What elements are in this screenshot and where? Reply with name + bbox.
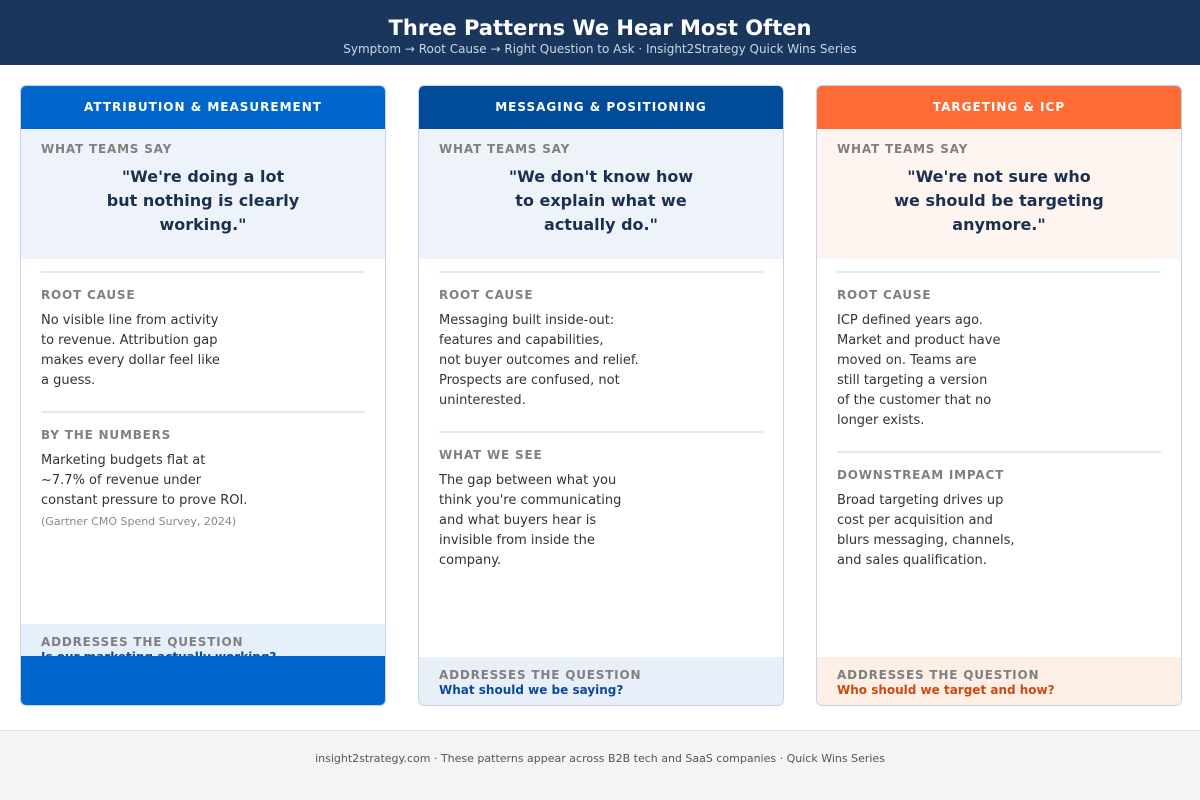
section: BY THE NUMBERS Marketing budgets flat at ~… — [41, 411, 365, 536]
section-label: ROOT CAUSE — [439, 288, 534, 302]
body-line: ~7.7% of revenue under — [41, 473, 202, 488]
quote-line: but nothing is clearly — [106, 191, 300, 210]
header: Three Patterns We Hear Most Often Sympto… — [0, 0, 1200, 65]
quote-box: WHAT TEAMS SAY "We're doing a lot but noth… — [21, 129, 385, 259]
quote: "We don't know how to explain what we actu… — [439, 165, 763, 237]
quote-line: "We're not sure who — [907, 167, 1091, 186]
quote-line: "We don't know how — [508, 167, 694, 186]
body-line: Messaging built inside-out: — [439, 313, 615, 328]
section: ROOT CAUSE ICP defined years ago. Market a… — [837, 271, 1161, 439]
section: WHAT WE SEE The gap between what you think… — [439, 431, 763, 579]
body-line: cost per acquisition and — [837, 513, 993, 528]
body-line: makes every dollar feel like — [41, 353, 220, 368]
section-body: Broad targeting drives up cost per acquis… — [837, 491, 1161, 571]
question-box: ADDRESSES THE QUESTION What should we be … — [419, 657, 783, 705]
body-line: Prospects are confused, not — [439, 373, 620, 388]
question: What should we be saying? — [439, 683, 624, 697]
section-body: The gap between what you think you're com… — [439, 471, 763, 571]
body-line: and what buyers hear is — [439, 513, 597, 528]
body-line: moved on. Teams are — [837, 353, 977, 368]
card: ATTRIBUTION & MEASUREMENT WHAT TEAMS SAY "… — [20, 85, 386, 706]
quote-label: WHAT TEAMS SAY — [41, 142, 173, 156]
question-label: ADDRESSES THE QUESTION — [41, 635, 244, 649]
body-line: think you're communicating — [439, 493, 622, 508]
section-label: WHAT WE SEE — [439, 448, 543, 462]
body-line: Marketing budgets flat at — [41, 453, 206, 468]
quote-line: actually do." — [544, 215, 658, 234]
footer: insight2strategy.com · These patterns ap… — [0, 730, 1200, 800]
body-line: The gap between what you — [439, 473, 617, 488]
section-body: Marketing budgets flat at ~7.7% of revenu… — [41, 451, 365, 511]
body-line: ICP defined years ago. — [837, 313, 983, 328]
quote-label: WHAT TEAMS SAY — [837, 142, 969, 156]
section-label: DOWNSTREAM IMPACT — [837, 468, 1005, 482]
quote: "We're not sure who we should be targetin… — [837, 165, 1161, 237]
body-line: company. — [439, 553, 502, 568]
quote-line: "We're doing a lot — [121, 167, 285, 186]
body-line: still targeting a version — [837, 373, 988, 388]
body-line: longer exists. — [837, 413, 925, 428]
section-label: ROOT CAUSE — [41, 288, 136, 302]
body-line: to revenue. Attribution gap — [41, 333, 218, 348]
section: ROOT CAUSE Messaging built inside-out: fea… — [439, 271, 763, 419]
body-line: uninterested. — [439, 393, 526, 408]
body-line: Market and product have — [837, 333, 1001, 348]
body-line: invisible from inside the — [439, 533, 595, 548]
question-label: ADDRESSES THE QUESTION — [439, 668, 642, 682]
card: MESSAGING & POSITIONING WHAT TEAMS SAY "We… — [418, 85, 784, 706]
question-box: ADDRESSES THE QUESTIONIs our marketing a… — [21, 624, 385, 705]
body-line: not buyer outcomes and relief. — [439, 353, 639, 368]
section-body: ICP defined years ago. Market and product… — [837, 311, 1161, 431]
quote-box: WHAT TEAMS SAY "We're not sure who we shou… — [817, 129, 1181, 259]
title: Three Patterns We Hear Most Often — [388, 16, 812, 40]
quote: "We're doing a lot but nothing is clearly… — [41, 165, 365, 237]
section: DOWNSTREAM IMPACT Broad targeting drives … — [837, 451, 1161, 579]
quote-box: WHAT TEAMS SAY "We don't know how to expla… — [419, 129, 783, 259]
body-line: Broad targeting drives up — [837, 493, 1004, 508]
question-label: ADDRESSES THE QUESTION — [837, 668, 1040, 682]
source: (Gartner CMO Spend Survey, 2024) — [41, 515, 237, 528]
body-line: blurs messaging, channels, — [837, 533, 1015, 548]
cover-block — [21, 656, 385, 705]
section-label: BY THE NUMBERS — [41, 428, 172, 442]
quote-line: we should be targeting — [894, 191, 1104, 210]
quote-line: working." — [159, 215, 247, 234]
card-header: MESSAGING & POSITIONING — [419, 86, 783, 129]
quote-label: WHAT TEAMS SAY — [439, 142, 571, 156]
body-line: a guess. — [41, 373, 96, 388]
question-box: ADDRESSES THE QUESTION Who should we targ… — [817, 657, 1181, 705]
question: Who should we target and how? — [837, 683, 1055, 697]
section-label: ROOT CAUSE — [837, 288, 932, 302]
body-line: of the customer that no — [837, 393, 992, 408]
quote-line: to explain what we — [515, 191, 687, 210]
section-body: No visible line from activity to revenue.… — [41, 311, 365, 391]
section: ROOT CAUSE No visible line from activity t… — [41, 271, 365, 399]
subtitle: Symptom → Root Cause → Right Question to… — [343, 42, 857, 56]
card-header: ATTRIBUTION & MEASUREMENT — [21, 86, 385, 129]
section-body: Messaging built inside-out: features and … — [439, 311, 763, 411]
body-line: features and capabilities, — [439, 333, 604, 348]
body-line: No visible line from activity — [41, 313, 219, 328]
body-line: constant pressure to prove ROI. — [41, 493, 248, 508]
card: TARGETING & ICP WHAT TEAMS SAY "We're not … — [816, 85, 1182, 706]
body-line: and sales qualification. — [837, 553, 987, 568]
quote-line: anymore." — [952, 215, 1046, 234]
card-header: TARGETING & ICP — [817, 86, 1181, 129]
